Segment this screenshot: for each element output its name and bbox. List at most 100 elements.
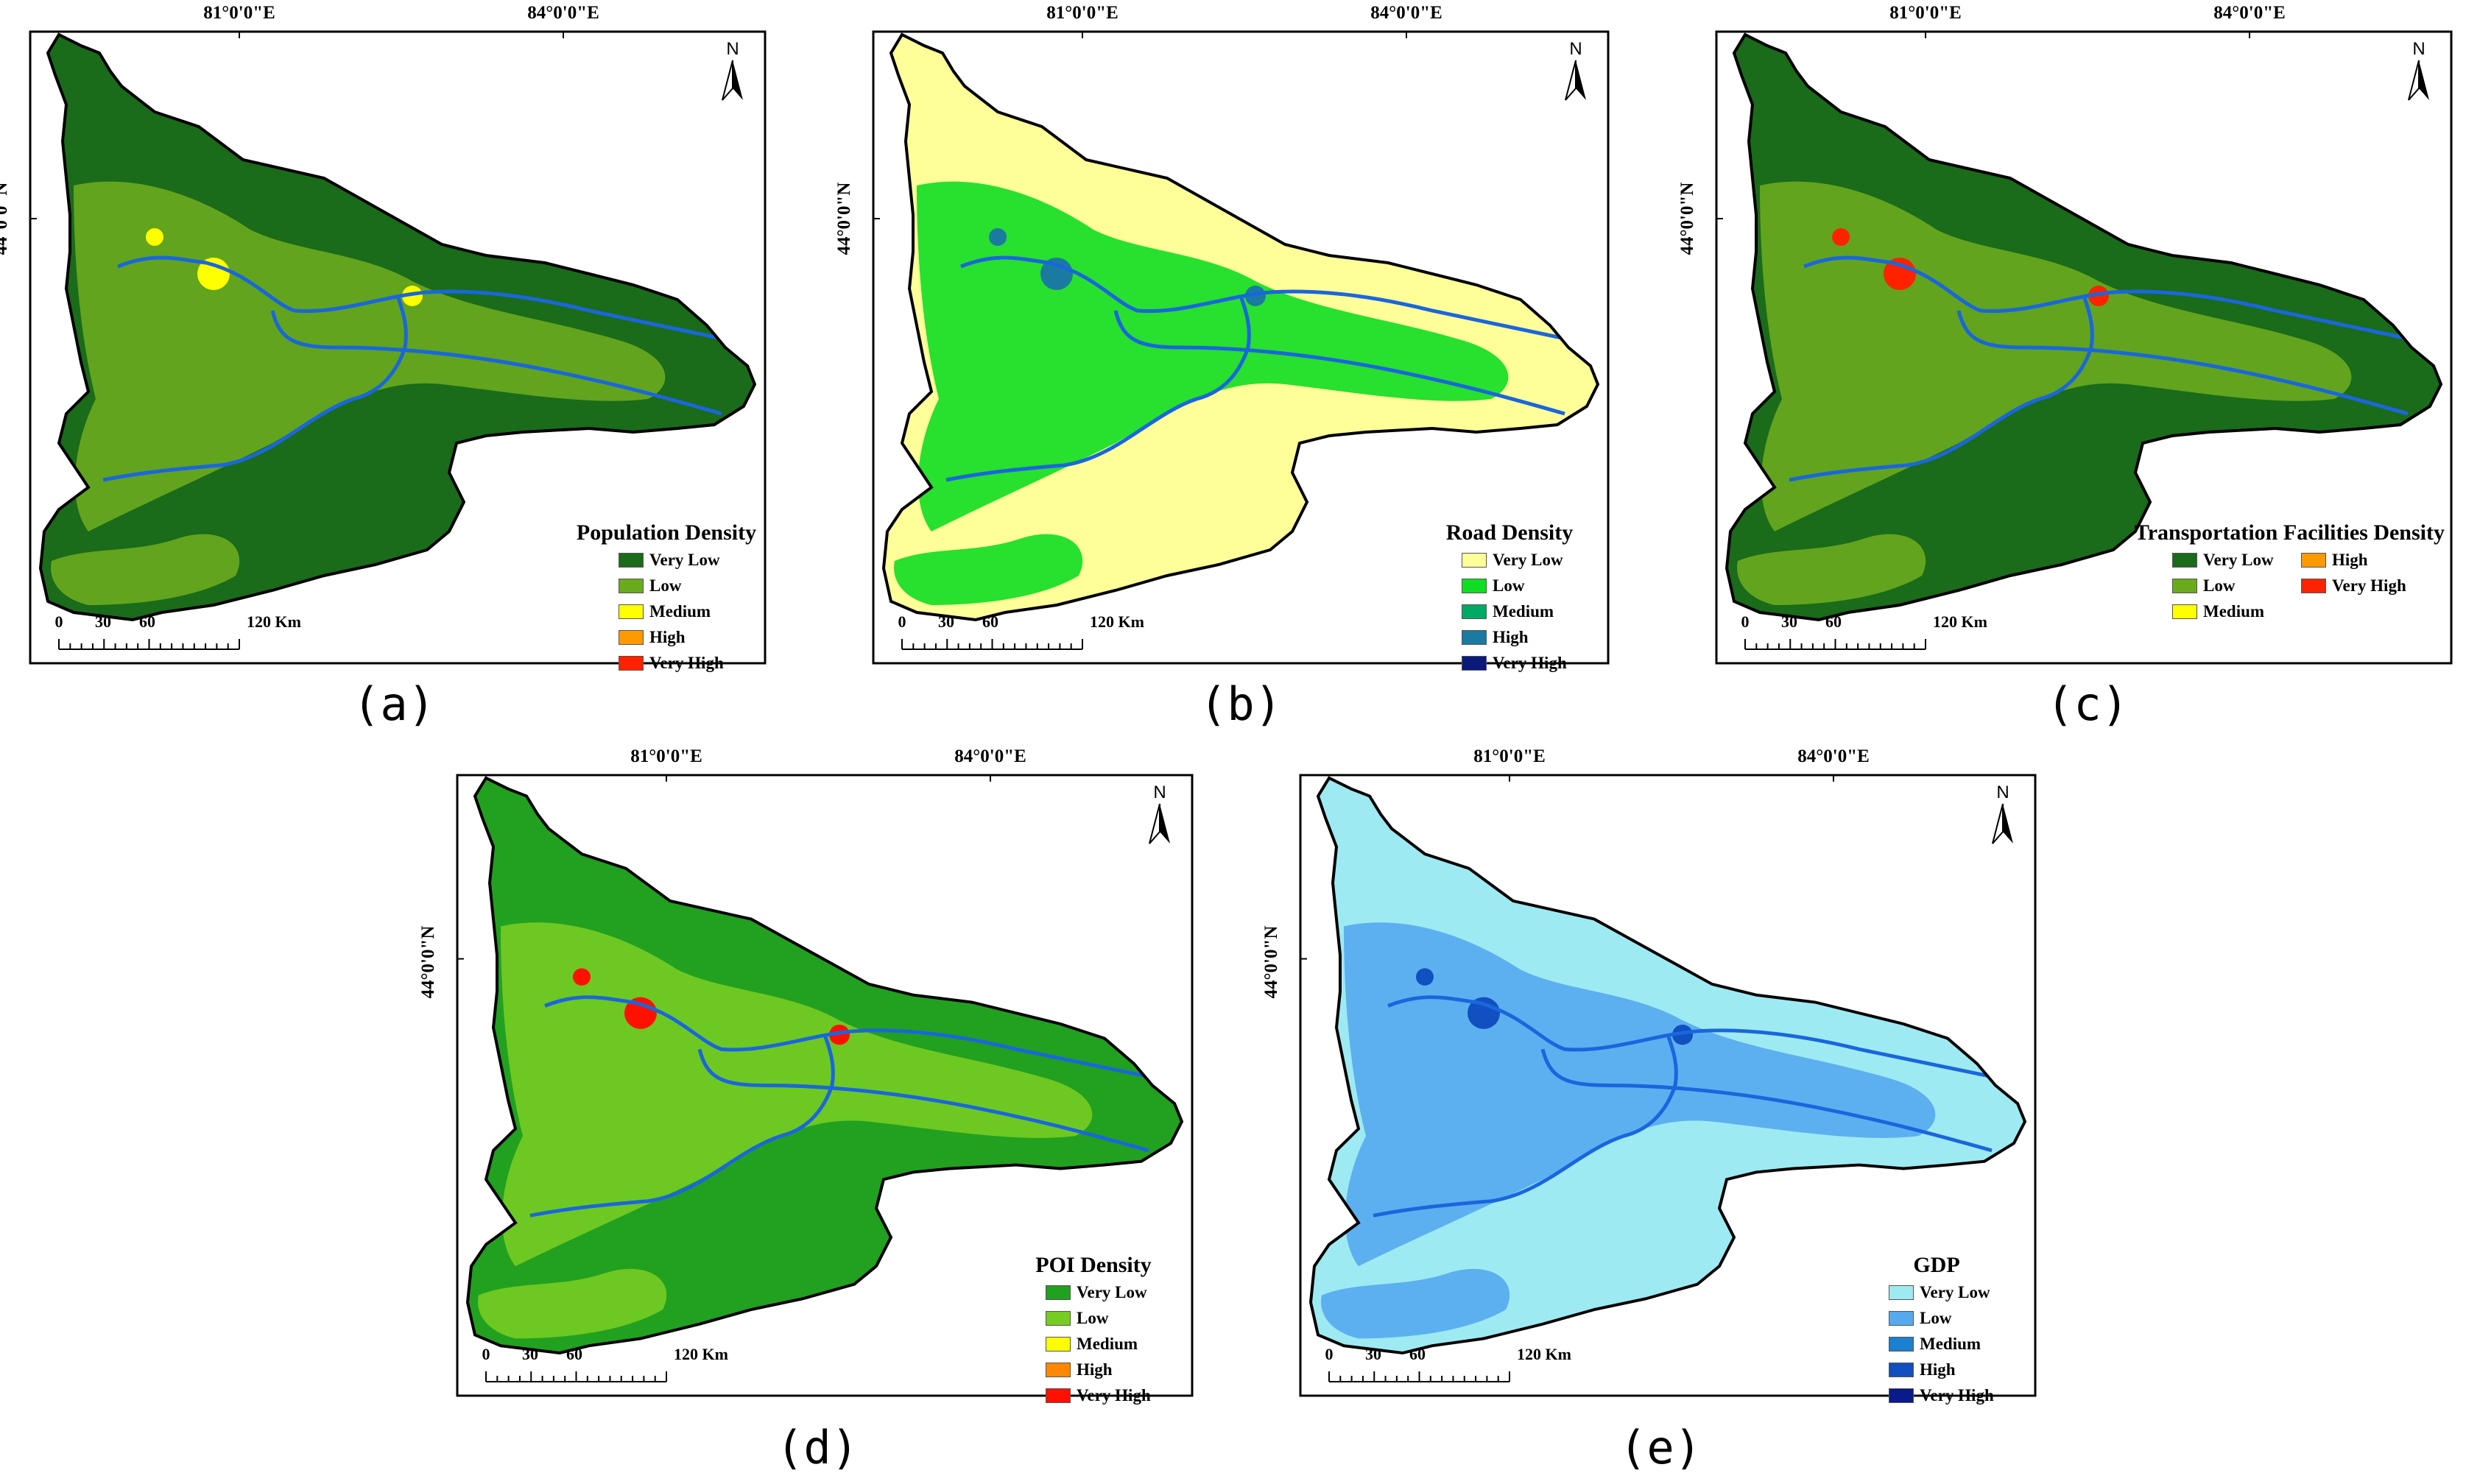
legend-item: Low	[1889, 1309, 1952, 1327]
hotspot-2	[1416, 968, 1434, 986]
hotspot-1	[402, 286, 423, 306]
scale-tick-label: 0	[1325, 1345, 1334, 1363]
legend-label: High	[1920, 1360, 1956, 1379]
river-1	[1956, 310, 2409, 416]
scale-bar-graphic	[1328, 1371, 1510, 1382]
north-arrow-icon	[1149, 803, 1170, 844]
scale-unit-label: 120 Km	[674, 1345, 728, 1363]
map-canvas	[456, 774, 1194, 1397]
longitude-label: 81°0'0"E	[630, 746, 702, 766]
basin-boundary	[1308, 776, 2027, 1355]
scale-unit-label: 120 Km	[247, 612, 301, 631]
legend-label: Medium	[649, 602, 711, 621]
legend-label: Very Low	[1920, 1283, 1990, 1301]
legend-item: Low	[2172, 576, 2236, 595]
scale-tick-label: 30	[1365, 1345, 1381, 1363]
scale-tick-label: 30	[1781, 612, 1797, 631]
scale-bar-graphic	[901, 639, 1083, 650]
map-canvas	[1715, 30, 2453, 665]
latitude-label: 44°0'0"N	[418, 925, 438, 999]
river-1	[697, 1048, 1149, 1153]
hotspot-2	[146, 228, 163, 246]
legend-item: Medium	[1046, 1335, 1138, 1353]
north-letter: N	[726, 39, 739, 59]
map-canvas	[29, 30, 767, 665]
legend-item: Low	[619, 576, 681, 595]
legend-item: Very High	[2301, 576, 2406, 595]
legend-swatch	[1889, 1363, 1914, 1377]
legend-label: Medium	[1920, 1335, 1981, 1353]
legend-item: Low	[1462, 576, 1525, 595]
hotspot-2	[573, 968, 591, 986]
river-2	[1373, 1034, 1678, 1218]
scale-unit-label: 120 Km	[1517, 1345, 1571, 1363]
north-letter: N	[2412, 39, 2426, 59]
north-letter: N	[1996, 782, 2009, 802]
scale-tick-label: 60	[982, 612, 998, 631]
scale-bar: 0 30 60 120 Km	[1314, 1345, 1571, 1389]
river-0	[544, 995, 1157, 1081]
map-panel-c: 81°0'0"E 84°0'0"E 44°0'0"N N 0 30 60 120 Km Tran…	[1677, 3, 2453, 665]
longitude-label: 84°0'0"E	[2213, 3, 2286, 23]
legend-item: High	[619, 628, 686, 646]
legend-item: High	[1046, 1360, 1113, 1379]
legend-label: Medium	[1077, 1335, 1138, 1353]
scale-bar: 0 30 60 120 Km	[471, 1345, 728, 1389]
north-letter: N	[1153, 782, 1166, 802]
longitude-label: 81°0'0"E	[1473, 746, 1546, 766]
basin-boundary	[881, 32, 1600, 622]
map-panel-b: 81°0'0"E 84°0'0"E 44°0'0"N N 0 30 60 120 Km Road…	[834, 3, 1610, 672]
river-0	[960, 255, 1573, 342]
latitude-label: 44°0'0"N	[1677, 182, 1697, 255]
scale-unit-label: 120 Km	[1933, 612, 1987, 631]
density-zone-1	[1737, 534, 1926, 605]
legend-item: Very Low	[619, 551, 720, 569]
scale-tick-label: 60	[1825, 612, 1842, 631]
river-0	[1803, 255, 2416, 342]
scale-tick-label: 30	[522, 1345, 538, 1363]
legend-label: Low	[2203, 576, 2236, 595]
legend-label: High	[1077, 1360, 1113, 1379]
legend-label: Very Low	[1493, 551, 1563, 569]
legend-swatch	[1462, 630, 1487, 645]
scale-tick-label: 60	[139, 612, 155, 631]
river-1	[1540, 1048, 1993, 1153]
legend-item: Medium	[1462, 602, 1554, 621]
density-zone-1	[51, 534, 240, 605]
scale-bar: 0 30 60 120 Km	[887, 612, 1144, 657]
legend-item: Medium	[619, 602, 711, 621]
scale-unit-label: 120 Km	[1090, 612, 1144, 631]
legend-swatch	[2172, 604, 2197, 619]
density-zone-1	[478, 1268, 667, 1339]
latitude-label: 44°0'0"N	[834, 182, 854, 255]
legend-label: Low	[1493, 576, 1525, 595]
river-0	[117, 255, 730, 342]
legend-swatch	[1046, 1285, 1071, 1300]
scale-bar-graphic	[58, 639, 240, 650]
hotspot-2	[989, 228, 1007, 246]
legend: POI Density Very Low Low Medium High Very Hig…	[1001, 1253, 1186, 1404]
scale-bar-graphic	[1744, 639, 1926, 650]
legend: Transportation Facilities Density Very Lo…	[2128, 520, 2445, 621]
panel-caption: (e)	[1619, 1421, 1702, 1474]
longitude-label: 84°0'0"E	[527, 3, 599, 23]
legend-swatch	[1889, 1337, 1914, 1352]
legend-swatch	[1046, 1363, 1071, 1377]
legend-label: Very High	[2332, 576, 2406, 595]
map-panel-d: 81°0'0"E 84°0'0"E 44°0'0"N N 0 30 60 120 Km POI …	[418, 746, 1194, 1404]
legend-item: Very Low	[1046, 1283, 1147, 1301]
density-zone-1	[894, 534, 1083, 605]
legend-label: Low	[1920, 1309, 1952, 1327]
legend-item: Medium	[1889, 1335, 1981, 1353]
legend-swatch	[2172, 579, 2197, 593]
legend-item: Very High	[1462, 654, 1567, 672]
river-2	[945, 295, 1251, 482]
legend-swatch	[1462, 553, 1487, 568]
river-2	[529, 1034, 835, 1218]
map-panel-e: 81°0'0"E 84°0'0"E 44°0'0"N N 0 30 60 120 Km GDP V…	[1261, 746, 2037, 1404]
hotspot-1	[2088, 286, 2109, 306]
north-arrow: N	[2404, 40, 2434, 107]
legend-swatch	[1889, 1285, 1914, 1300]
panel-caption: (d)	[776, 1421, 859, 1474]
legend-item: High	[1462, 628, 1529, 646]
